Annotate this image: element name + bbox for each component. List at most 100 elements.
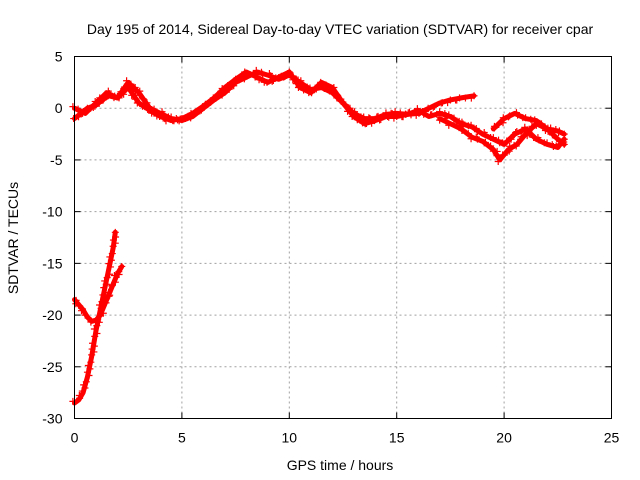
data-point-marker <box>385 113 393 121</box>
data-point-marker <box>294 84 302 92</box>
data-point-marker <box>292 80 300 88</box>
data-point-marker <box>467 121 475 129</box>
data-point-marker <box>95 99 103 107</box>
data-point-marker <box>330 87 338 95</box>
data-point-marker <box>90 101 98 109</box>
series-trace-4 <box>490 109 568 148</box>
data-point-marker <box>308 87 316 95</box>
data-point-marker <box>70 115 78 123</box>
data-point-marker <box>218 85 226 93</box>
x-tick-label: 25 <box>604 430 620 446</box>
data-point-marker <box>495 121 503 129</box>
data-point-marker <box>268 77 276 85</box>
data-point-marker <box>107 256 115 264</box>
x-tick-label: 0 <box>71 430 79 446</box>
data-point-marker <box>87 358 95 366</box>
y-tick-label: -30 <box>42 411 62 427</box>
data-point-marker <box>267 72 275 80</box>
x-tick-label: 5 <box>178 430 186 446</box>
data-point-marker <box>139 102 147 110</box>
data-point-marker <box>339 99 347 107</box>
data-point-marker <box>86 365 94 373</box>
y-axis-label: SDTVAR / TECUs <box>5 182 21 294</box>
data-point-marker <box>201 100 209 108</box>
data-point-marker <box>531 116 539 124</box>
data-point-marker <box>131 95 139 103</box>
data-point-marker <box>450 120 458 128</box>
data-point-marker <box>555 129 563 137</box>
data-point-marker <box>472 124 480 132</box>
data-point-marker <box>348 112 356 120</box>
data-point-marker <box>499 151 507 159</box>
data-point-marker <box>430 102 438 110</box>
data-point-marker <box>517 133 525 141</box>
y-tick-label: 0 <box>55 100 63 116</box>
x-axis-label: GPS time / hours <box>287 457 394 473</box>
data-point-marker <box>224 82 232 90</box>
data-point-marker <box>487 142 495 150</box>
data-point-marker <box>209 94 217 102</box>
x-tick-label: 20 <box>496 430 512 446</box>
data-point-marker <box>156 112 164 120</box>
data-point-marker <box>79 108 87 116</box>
data-point-marker <box>183 114 191 122</box>
data-point-marker <box>499 114 507 122</box>
data-point-marker <box>197 106 205 114</box>
data-point-marker <box>106 270 114 278</box>
plot-frame <box>74 56 612 419</box>
y-tick-label: -5 <box>50 152 63 168</box>
data-point-marker <box>263 78 271 86</box>
data-point-marker <box>75 302 83 310</box>
data-point-marker <box>461 94 469 102</box>
data-point-marker <box>255 76 263 84</box>
data-point-marker <box>323 83 331 91</box>
data-point-marker <box>100 294 108 302</box>
data-point-marker <box>108 282 116 290</box>
y-tick-label: -25 <box>42 359 62 375</box>
data-point-marker <box>494 158 502 166</box>
data-point-marker <box>82 378 90 386</box>
data-point-marker <box>111 228 119 236</box>
data-point-marker <box>297 77 305 85</box>
data-point-marker <box>507 133 515 141</box>
data-point-marker <box>467 135 475 143</box>
data-point-marker <box>512 128 520 136</box>
data-point-marker <box>99 291 107 299</box>
data-point-marker <box>276 73 284 81</box>
data-point-marker <box>148 109 156 117</box>
data-point-marker <box>489 134 497 142</box>
data-point-marker <box>429 103 437 111</box>
data-point-marker <box>96 312 104 320</box>
data-point-marker <box>300 86 308 94</box>
data-point-marker <box>512 142 520 150</box>
y-tick-label: -20 <box>42 307 62 323</box>
x-tick-label: 15 <box>389 430 405 446</box>
data-point-marker <box>513 128 521 136</box>
data-point-marker <box>207 98 215 106</box>
data-point-marker <box>473 135 481 143</box>
data-point-marker <box>353 116 361 124</box>
data-point-marker <box>459 120 467 128</box>
data-point-marker <box>246 71 254 79</box>
data-point-marker <box>74 105 82 113</box>
data-point-marker <box>93 329 101 337</box>
data-point-marker <box>111 278 119 286</box>
data-point-marker <box>115 92 123 100</box>
data-point-marker <box>459 126 467 134</box>
data-point-marker <box>312 85 320 93</box>
data-point-marker <box>95 318 103 326</box>
data-point-marker <box>442 117 450 125</box>
data-point-marker <box>139 95 147 103</box>
data-point-marker <box>83 104 91 112</box>
data-point-marker <box>115 268 123 276</box>
data-point-marker <box>102 280 110 288</box>
y-tick-label: 5 <box>55 49 63 65</box>
data-point-marker <box>473 128 481 136</box>
data-point-marker <box>553 134 561 142</box>
data-point-marker <box>416 108 424 116</box>
data-point-marker <box>75 391 83 399</box>
data-point-marker <box>506 142 514 150</box>
data-point-marker <box>490 122 498 130</box>
data-point-marker <box>97 304 105 312</box>
data-point-marker <box>560 130 568 138</box>
